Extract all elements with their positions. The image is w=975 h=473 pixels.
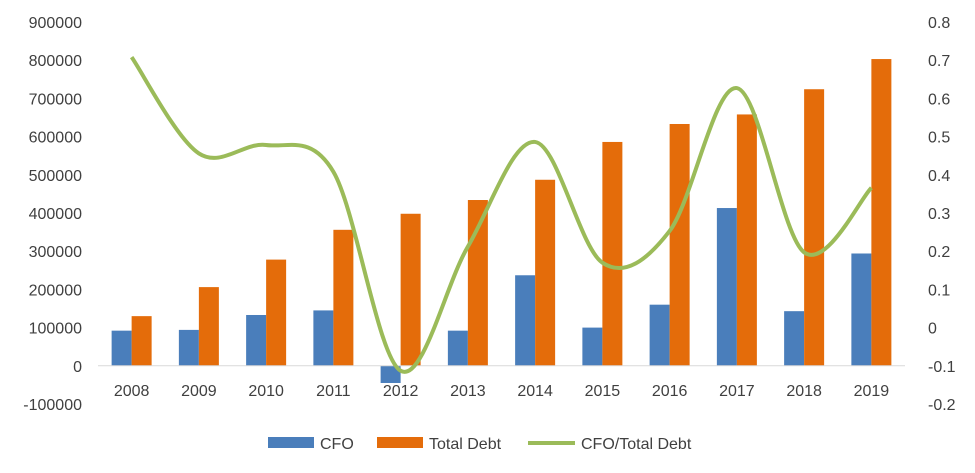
cfo-bar-2011	[313, 310, 334, 366]
x-tick-label: 2019	[854, 383, 890, 400]
legend-label-ratio: CFO/Total Debt	[581, 436, 692, 453]
cfo-bar-2019	[851, 253, 872, 366]
cfo-bar-2013	[447, 330, 468, 366]
y-left-tick-label: 0	[73, 359, 82, 376]
cfo-bar-2014	[515, 275, 536, 366]
y-right-tick-label: 0.5	[928, 130, 950, 147]
legend-swatch-total-debt	[377, 437, 423, 448]
x-tick-label: 2011	[316, 383, 351, 400]
y-right-tick-label: 0	[928, 321, 937, 338]
y-right-tick-label: 0.8	[928, 15, 950, 32]
y-right-axis-ticks: -0.2 -0.1 0 0.1 0.2 0.3 0.4 0.5 0.6 0.7 0.8	[928, 15, 956, 414]
y-left-tick-label: -100000	[23, 397, 82, 414]
cfo-bar-2008	[111, 330, 132, 366]
y-right-tick-label: -0.2	[928, 397, 956, 414]
cfo-bar-2012	[380, 365, 401, 383]
y-right-tick-label: 0.6	[928, 91, 950, 108]
x-tick-label: 2012	[383, 383, 419, 400]
cfo-bar-2018	[784, 311, 805, 366]
total-debt-bar-2017	[736, 114, 757, 366]
x-tick-label: 2015	[585, 383, 621, 400]
x-tick-label: 2010	[248, 383, 284, 400]
total-debt-bar-2019	[871, 59, 892, 366]
y-right-tick-label: 0.4	[928, 168, 950, 185]
y-left-tick-label: 700000	[29, 91, 82, 108]
y-right-tick-label: 0.3	[928, 206, 950, 223]
total-debt-bar-2014	[535, 179, 556, 366]
legend: CFO Total Debt CFO/Total Debt	[268, 436, 692, 453]
y-left-tick-label: 200000	[29, 282, 82, 299]
x-tick-label: 2013	[450, 383, 486, 400]
total-debt-bar-2009	[198, 287, 219, 366]
y-left-tick-label: 300000	[29, 244, 82, 261]
x-tick-label: 2014	[517, 383, 553, 400]
y-left-tick-label: 600000	[29, 130, 82, 147]
x-tick-label: 2008	[114, 383, 150, 400]
total-debt-bar-2011	[333, 229, 354, 366]
x-tick-label: 2016	[652, 383, 688, 400]
cfo-bar-2010	[246, 314, 267, 366]
cfo-bar-2017	[716, 208, 737, 366]
y-left-tick-label: 100000	[29, 321, 82, 338]
bar-group	[111, 59, 892, 383]
total-debt-bar-2016	[669, 123, 690, 366]
line-series-group	[129, 55, 873, 374]
y-left-tick-label: 800000	[29, 53, 82, 70]
y-right-tick-label: 0.2	[928, 244, 950, 261]
cfo-bar-2015	[582, 327, 603, 366]
x-tick-label: 2009	[181, 383, 217, 400]
total-debt-bar-2015	[602, 141, 623, 366]
total-debt-bar-2018	[804, 89, 825, 366]
x-axis-ticks: 2008 2009 2010 2011 2012 2013 2014 2015 2016 2017…	[114, 383, 889, 400]
y-left-tick-label: 400000	[29, 206, 82, 223]
cfo-total-debt-line	[129, 55, 873, 374]
x-tick-label: 2018	[786, 383, 822, 400]
legend-label-cfo: CFO	[320, 436, 354, 453]
x-tick-label: 2017	[719, 383, 755, 400]
total-debt-bar-2012	[400, 213, 421, 366]
y-left-tick-label: 900000	[29, 15, 82, 32]
y-left-axis-ticks: -100000 0 100000 200000 300000 400000 500000 60…	[23, 15, 82, 414]
y-right-tick-label: 0.1	[928, 282, 950, 299]
legend-label-total-debt: Total Debt	[429, 436, 502, 453]
cfo-bar-2016	[649, 304, 670, 366]
total-debt-bar-2010	[266, 259, 287, 366]
legend-swatch-cfo	[268, 437, 314, 448]
y-right-tick-label: -0.1	[928, 359, 956, 376]
y-right-tick-label: 0.7	[928, 53, 950, 70]
cfo-bar-2009	[178, 329, 199, 366]
total-debt-bar-2008	[131, 316, 152, 366]
y-left-tick-label: 500000	[29, 168, 82, 185]
